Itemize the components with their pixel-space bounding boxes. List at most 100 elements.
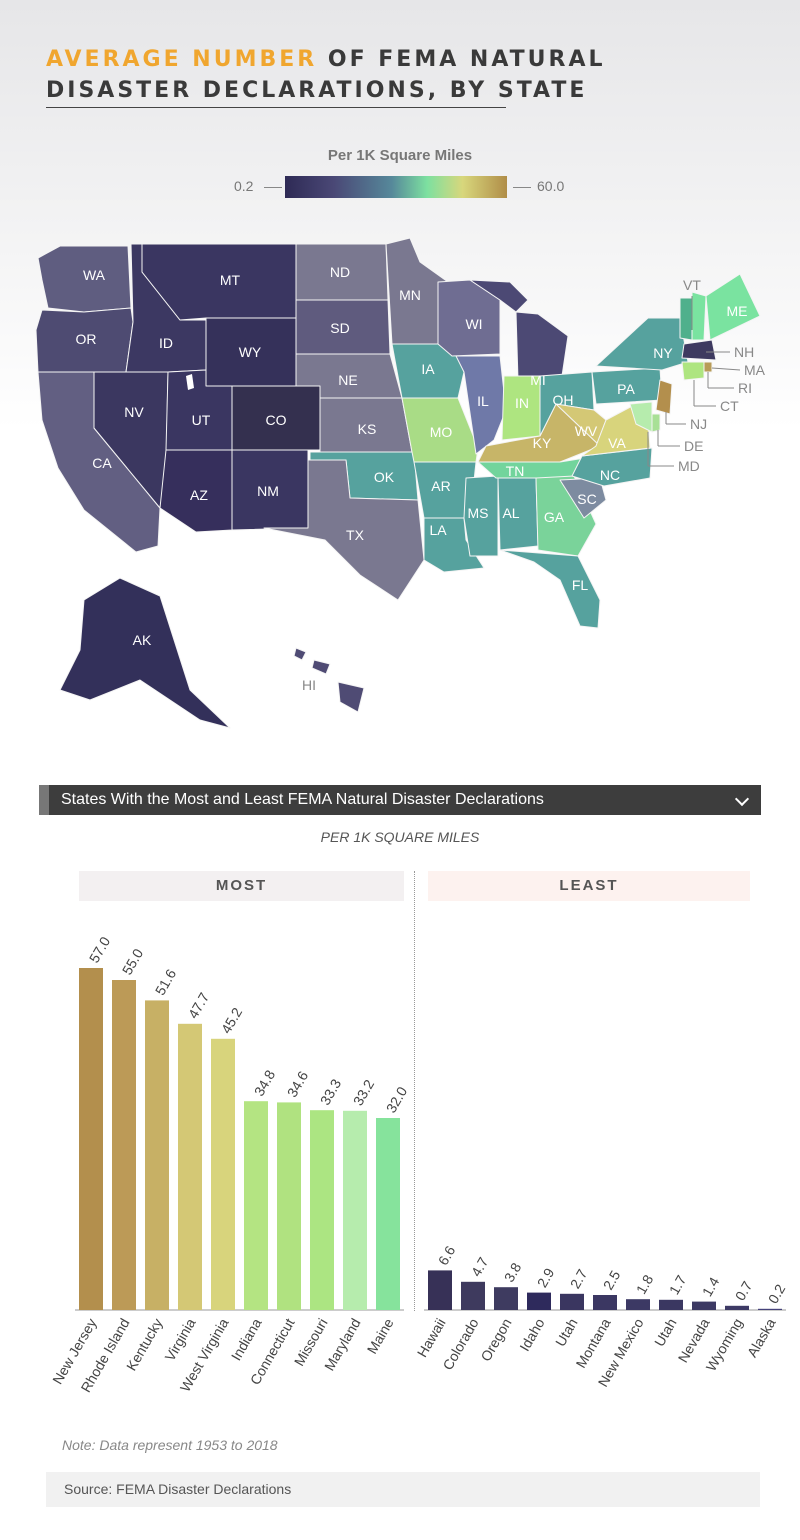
label-WY: WY [239,344,262,360]
state-UT-lake [186,374,194,390]
label-KY: KY [533,435,552,451]
state-CT [681,361,705,381]
most-value-label: 33.3 [317,1076,345,1108]
label-NV: NV [124,404,144,420]
label-IN: IN [515,395,529,411]
least-bar [725,1305,749,1310]
label-IL: IL [477,393,489,409]
footnote: Note: Data represent 1953 to 2018 [62,1437,278,1453]
state-MS [463,475,499,557]
most-value-label: 34.6 [284,1068,312,1100]
least-value-label: 4.7 [468,1254,492,1279]
state-NY [595,317,689,371]
most-bar [310,1110,334,1310]
least-value-label: 0.2 [765,1281,789,1306]
least-bar [560,1293,584,1310]
least-value-label: 2.9 [534,1265,558,1290]
panel-accent-bar [39,785,49,815]
panel-header[interactable]: States With the Most and Least FEMA Natu… [39,785,761,815]
least-value-label: 0.7 [732,1278,756,1303]
label-MO: MO [430,424,453,440]
most-bar [211,1038,235,1310]
label-MT: MT [220,272,241,288]
label-NJ: NJ [690,416,707,432]
label-MI: MI [530,372,546,388]
label-CT: CT [720,398,739,414]
label-MA: MA [744,362,766,378]
least-bar [626,1299,650,1310]
us-state-map: WA OR CA ID NV MT WY UT AZ CO NM ND SD N… [35,237,766,729]
source-text: Source: FEMA Disaster Declarations [64,1481,292,1497]
least-value-label: 6.6 [435,1243,459,1268]
label-LA: LA [429,522,447,538]
least-bar [692,1301,716,1310]
most-bar [79,968,103,1310]
state-MA [681,339,717,361]
most-value-label: 47.7 [185,990,213,1022]
label-AL: AL [502,505,519,521]
label-CO: CO [266,412,287,428]
label-AZ: AZ [190,487,208,503]
most-value-label: 51.6 [152,966,180,998]
least-value-label: 1.8 [633,1272,657,1297]
label-ME: ME [727,303,748,319]
label-SD: SD [330,320,349,336]
least-value-label: 2.7 [567,1266,591,1291]
least-category-label: Hawaii [414,1316,449,1360]
least-category-label: Utah [651,1316,680,1350]
label-AR: AR [431,478,450,494]
label-WA: WA [83,267,106,283]
state-MI [469,279,529,313]
label-NY: NY [653,345,673,361]
state-AK [59,577,231,729]
label-UT: UT [192,412,211,428]
label-VT: VT [683,277,701,293]
title-line2: DISASTER DECLARATIONS, BY STATE [46,78,588,103]
chart-subtitle: PER 1K SQUARE MILES [320,829,480,845]
most-category-label: Indiana [228,1315,265,1363]
most-bar [178,1023,202,1310]
most-bar [277,1102,301,1310]
label-OK: OK [374,469,395,485]
least-group-header: LEAST [428,871,750,901]
least-value-label: 1.4 [699,1274,723,1299]
callout-lines [647,296,741,467]
label-VA: VA [608,435,626,451]
state-MI-lower [515,311,569,381]
most-bar [112,980,136,1310]
least-value-label: 3.8 [501,1260,525,1285]
label-HI: HI [302,677,316,693]
label-NE: NE [338,372,357,388]
label-OH: OH [553,392,574,408]
label-TN: TN [506,463,525,479]
legend-min-label: 0.2 [234,178,254,194]
most-category-label: Maine [364,1315,397,1356]
label-RI: RI [738,380,752,396]
least-category-label: Oregon [477,1316,514,1364]
most-bar [145,1000,169,1310]
least-value-label: 1.7 [666,1272,690,1297]
most-bar [244,1101,268,1310]
label-PA: PA [617,381,635,397]
label-WI: WI [465,316,482,332]
most-value-label: 45.2 [218,1005,246,1037]
title-rest: OF FEMA NATURAL [317,47,606,72]
label-OR: OR [76,331,97,347]
label-MN: MN [399,287,421,303]
most-bar [343,1110,367,1310]
panel-title: States With the Most and Least FEMA Natu… [61,791,544,808]
label-IA: IA [421,361,435,377]
label-FL: FL [572,577,589,593]
state-labels: WA OR CA ID NV MT WY UT AZ CO NM ND SD N… [76,264,748,693]
page-title: AVERAGE NUMBER OF FEMA NATURAL DISASTER D… [46,44,606,106]
label-WV: WV [575,423,598,439]
most-value-label: 55.0 [119,946,147,978]
label-MD: MD [678,458,700,474]
label-GA: GA [544,509,565,525]
least-category-label: Alaska [744,1315,779,1360]
legend-title: Per 1K Square Miles [327,147,473,164]
state-TX [263,459,425,601]
state-IL [455,355,507,455]
state-HI-1 [337,681,365,713]
